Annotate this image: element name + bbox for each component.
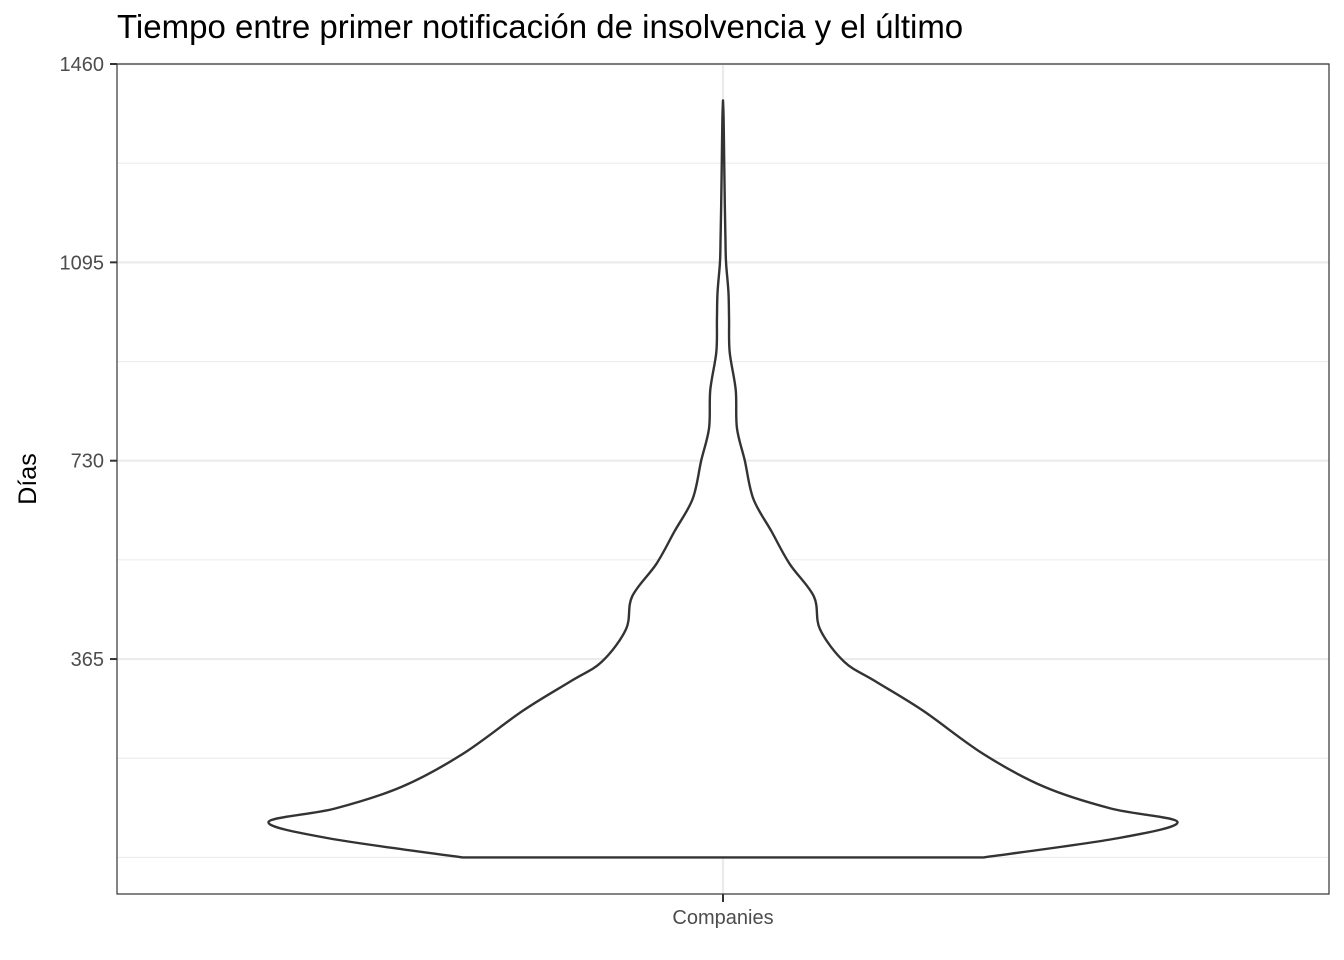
y-tick-label: 365 [71, 649, 104, 671]
chart-title: Tiempo entre primer notificación de inso… [117, 8, 964, 45]
y-tick-label: 1460 [60, 54, 105, 76]
x-tick-label: Companies [672, 907, 773, 929]
y-axis-title: Días [14, 453, 42, 504]
violin-companies [267, 99, 1179, 859]
y-tick-label: 1095 [60, 252, 105, 274]
y-tick-label: 730 [71, 451, 104, 473]
